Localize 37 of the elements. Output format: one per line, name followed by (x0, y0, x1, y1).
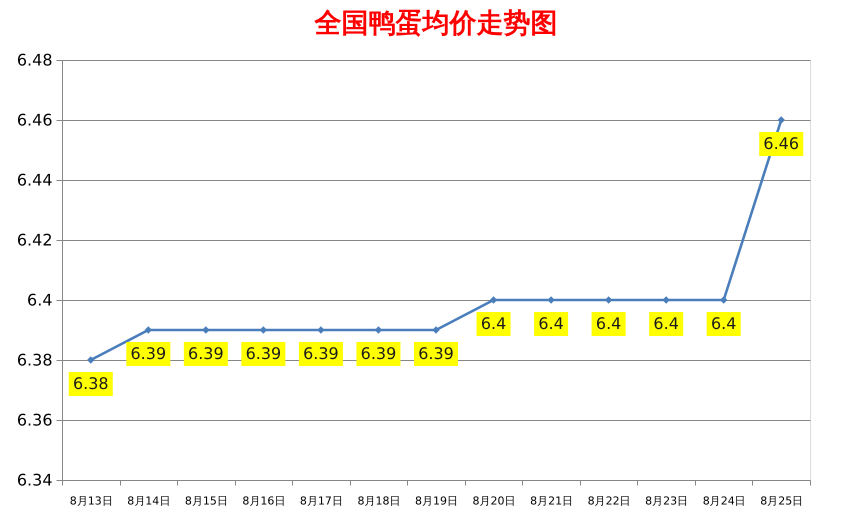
x-tick-label: 8月20日 (472, 494, 516, 508)
data-label: 6.4 (653, 314, 679, 333)
y-tick-label: 6.46 (16, 110, 52, 130)
data-label: 6.4 (480, 314, 506, 333)
y-tick-label: 6.42 (16, 230, 52, 250)
data-label: 6.4 (596, 314, 622, 333)
x-tick-label: 8月23日 (645, 494, 688, 508)
data-label: 6.39 (360, 344, 396, 363)
point (432, 326, 440, 334)
x-tick-label: 8月22日 (588, 494, 631, 508)
data-label: 6.38 (72, 374, 109, 393)
x-tick-label: 8月17日 (300, 494, 343, 508)
x-tick-label: 8月18日 (357, 494, 400, 508)
x-tick-label: 8月15日 (184, 494, 228, 508)
y-tick-label: 6.48 (16, 50, 52, 70)
y-tick-label: 6.38 (16, 350, 52, 370)
point (490, 296, 498, 304)
data-label: 6.46 (763, 134, 800, 153)
x-tick-label: 8月24日 (702, 494, 746, 508)
data-label: 6.39 (188, 344, 224, 363)
data-label: 6.39 (303, 344, 339, 363)
x-tick-label: 8月13日 (70, 494, 113, 508)
y-tick-label: 6.36 (16, 410, 52, 430)
y-tick-label: 6.34 (16, 470, 52, 490)
x-tick-label: 8月16日 (242, 494, 286, 508)
chart-title: 全国鸭蛋均价走势图 (314, 8, 558, 39)
data-label: 6.39 (418, 344, 454, 363)
y-tick-label: 6.4 (27, 290, 52, 310)
x-tick-label: 8月21日 (530, 494, 574, 508)
data-label: 6.39 (130, 344, 166, 363)
data-label: 6.39 (246, 344, 282, 363)
y-tick-label: 6.44 (16, 170, 52, 190)
x-tick-label: 8月25日 (760, 494, 804, 508)
data-label: 6.4 (538, 314, 564, 333)
data-label: 6.4 (710, 314, 736, 333)
x-tick-label: 8月19日 (415, 494, 458, 508)
x-tick-label: 8月14日 (127, 494, 170, 508)
